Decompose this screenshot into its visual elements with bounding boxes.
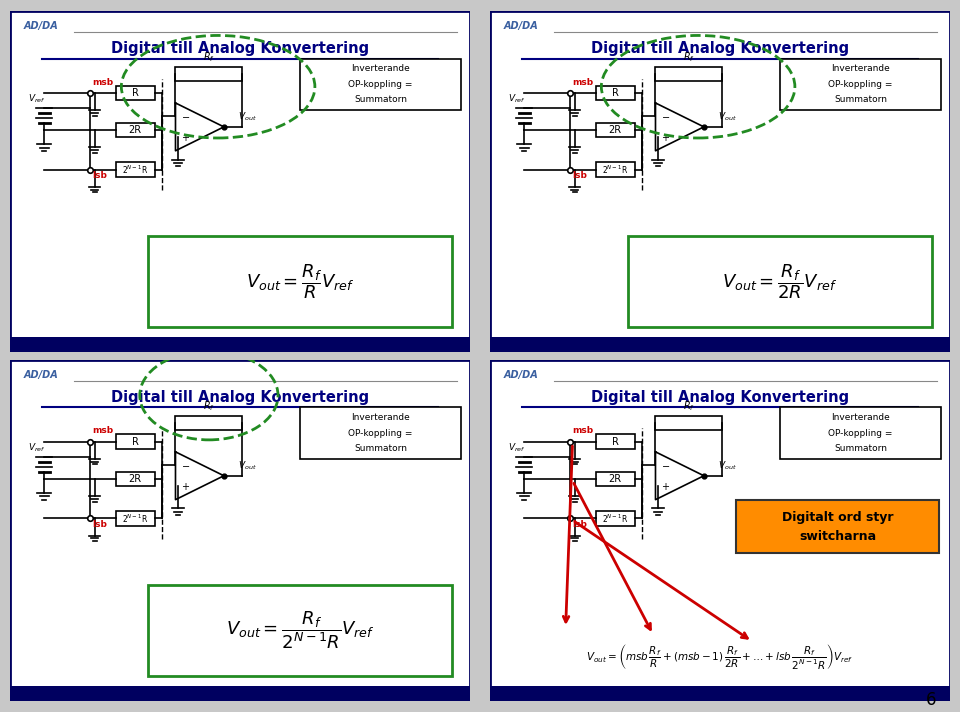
Bar [300, 407, 461, 459]
Text: 2R: 2R [129, 125, 142, 135]
Text: lsb: lsb [92, 520, 108, 529]
Text: $V_{out} = \dfrac{R_f}{2^{N-1}R}V_{ref}$: $V_{out} = \dfrac{R_f}{2^{N-1}R}V_{ref}$ [226, 609, 374, 651]
Text: AD/DA: AD/DA [23, 370, 59, 380]
Text: R: R [612, 88, 618, 98]
Bar [10, 337, 470, 352]
Text: $V_{out}$: $V_{out}$ [718, 110, 736, 122]
Text: $R_f$: $R_f$ [683, 399, 695, 413]
Text: $2^{N-1}$R: $2^{N-1}$R [122, 512, 148, 525]
Text: $+$: $+$ [181, 481, 190, 492]
Bar [176, 67, 242, 81]
Text: 2R: 2R [129, 474, 142, 484]
Text: Summatorn: Summatorn [354, 95, 407, 104]
Text: msb: msb [572, 426, 593, 436]
Text: 2R: 2R [609, 474, 622, 484]
Text: msb: msb [92, 78, 113, 87]
Text: AD/DA: AD/DA [503, 21, 539, 31]
Text: $-$: $-$ [661, 460, 670, 470]
Text: Digitalt ord styr: Digitalt ord styr [781, 511, 893, 524]
Text: AD/DA: AD/DA [23, 21, 59, 31]
Text: $V_{out} = \dfrac{R_f}{R}V_{ref}$: $V_{out} = \dfrac{R_f}{R}V_{ref}$ [246, 262, 354, 301]
Text: $2^{N-1}$R: $2^{N-1}$R [122, 163, 148, 176]
Bar [10, 686, 470, 701]
Text: R: R [612, 436, 618, 446]
Text: 6: 6 [925, 691, 936, 709]
Bar [490, 686, 950, 701]
Bar [115, 434, 155, 449]
Bar [176, 416, 242, 430]
Text: $V_{out}$: $V_{out}$ [238, 459, 256, 471]
Text: Digital till Analog Konvertering: Digital till Analog Konvertering [111, 41, 369, 56]
Text: $V_{ref}$: $V_{ref}$ [509, 92, 526, 105]
Bar [595, 472, 635, 486]
Bar [780, 58, 941, 110]
Bar [115, 472, 155, 486]
Bar [656, 416, 722, 430]
Text: switcharna: switcharna [799, 530, 876, 543]
Text: $V_{out} = \left(msb\,\dfrac{R_f}{R} + (msb-1)\,\dfrac{R_f}{2R} + \ldots + lsb\,: $V_{out} = \left(msb\,\dfrac{R_f}{R} + (… [587, 642, 853, 671]
Text: OP-koppling =: OP-koppling = [828, 429, 893, 438]
Text: Digital till Analog Konvertering: Digital till Analog Konvertering [591, 41, 849, 56]
Text: $V_{out}$: $V_{out}$ [718, 459, 736, 471]
Text: Summatorn: Summatorn [834, 95, 887, 104]
Text: $V_{ref}$: $V_{ref}$ [29, 441, 46, 454]
Text: Digital till Analog Konvertering: Digital till Analog Konvertering [591, 389, 849, 404]
Text: $R_f$: $R_f$ [203, 399, 215, 413]
Bar [595, 85, 635, 100]
Text: Summatorn: Summatorn [834, 444, 887, 453]
Bar [148, 585, 452, 676]
Text: $-$: $-$ [181, 111, 190, 121]
Text: AD/DA: AD/DA [503, 370, 539, 380]
Text: $V_{out} = \dfrac{R_f}{2R}V_{ref}$: $V_{out} = \dfrac{R_f}{2R}V_{ref}$ [722, 262, 837, 301]
Bar [656, 67, 722, 81]
Text: msb: msb [572, 78, 593, 87]
Bar [115, 85, 155, 100]
Text: lsb: lsb [572, 520, 588, 529]
Text: R: R [132, 436, 138, 446]
Text: $-$: $-$ [181, 460, 190, 470]
Text: OP-koppling =: OP-koppling = [348, 429, 413, 438]
Text: Inverterande: Inverterande [351, 64, 410, 73]
Text: $+$: $+$ [181, 132, 190, 143]
Text: Inverterande: Inverterande [831, 413, 890, 422]
Text: $V_{out}$: $V_{out}$ [238, 110, 256, 122]
Text: $2^{N-1}$R: $2^{N-1}$R [602, 163, 628, 176]
Bar [628, 236, 932, 327]
Bar [115, 123, 155, 137]
Bar [490, 337, 950, 352]
Text: Digital till Analog Konvertering: Digital till Analog Konvertering [111, 389, 369, 404]
Text: $R_f$: $R_f$ [203, 51, 215, 64]
Text: $2^{N-1}$R: $2^{N-1}$R [602, 512, 628, 525]
Bar [595, 162, 635, 177]
Text: $+$: $+$ [661, 481, 670, 492]
Text: Inverterande: Inverterande [351, 413, 410, 422]
Text: lsb: lsb [572, 172, 588, 180]
Text: $-$: $-$ [661, 111, 670, 121]
Text: OP-koppling =: OP-koppling = [828, 80, 893, 89]
Bar [780, 407, 941, 459]
Text: $V_{ref}$: $V_{ref}$ [509, 441, 526, 454]
Bar [595, 123, 635, 137]
Text: $V_{ref}$: $V_{ref}$ [29, 92, 46, 105]
Text: R: R [132, 88, 138, 98]
Bar [115, 162, 155, 177]
Text: lsb: lsb [92, 172, 108, 180]
Bar [148, 236, 452, 327]
Text: $+$: $+$ [661, 132, 670, 143]
Text: $R_f$: $R_f$ [683, 51, 695, 64]
Text: 2R: 2R [609, 125, 622, 135]
Bar [595, 511, 635, 525]
Bar [736, 500, 939, 553]
Text: Summatorn: Summatorn [354, 444, 407, 453]
Text: OP-koppling =: OP-koppling = [348, 80, 413, 89]
Text: Inverterande: Inverterande [831, 64, 890, 73]
Bar [115, 511, 155, 525]
Bar [595, 434, 635, 449]
Bar [300, 58, 461, 110]
Text: msb: msb [92, 426, 113, 436]
